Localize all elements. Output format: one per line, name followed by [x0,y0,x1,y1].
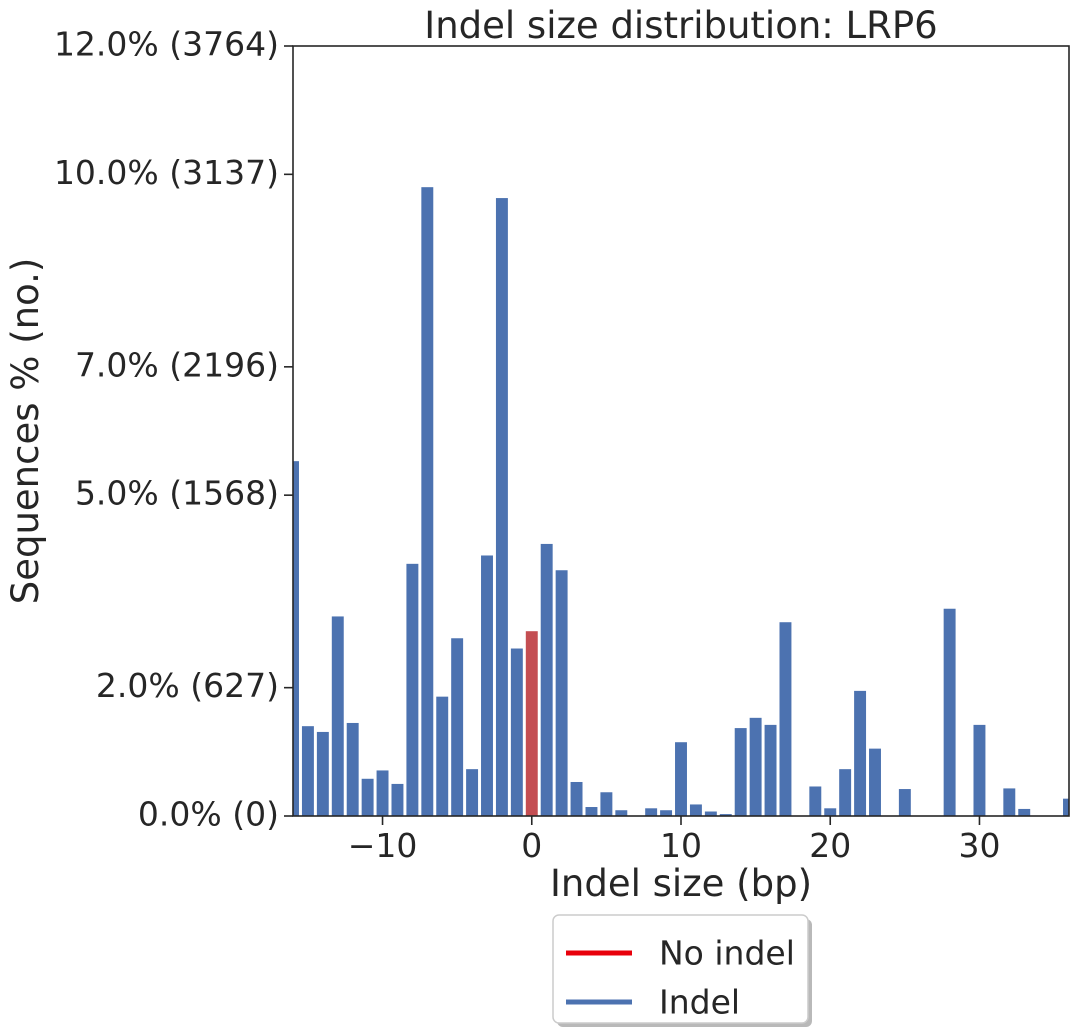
bar-indel [734,728,747,816]
bar-indel [854,690,867,816]
bar-no-indel [525,631,538,816]
bar-indel [764,724,777,816]
legend-box [552,914,809,1024]
bar-indel [585,807,598,816]
y-axis-ticks: 0.0% (0) 2.0% (627) 5.0% (1568) 7.0% (2196)… [54,25,293,834]
plot-frame [292,45,1070,817]
bar-indel [600,792,613,816]
x-axis-label: Indel size (bp) [550,862,812,905]
bar-indel [361,778,374,816]
chart-title: Indel size distribution: LRP6 [424,4,937,47]
y-tick-label: 7.0% (2196) [75,345,279,384]
bar-indel [973,724,986,816]
bar-indel [749,717,762,816]
bar-indel [1003,788,1016,816]
y-tick-label: 2.0% (627) [96,666,279,705]
bar-indel [293,461,299,816]
bar-indel [660,810,673,816]
bar-indel [689,804,702,816]
y-axis-label: Sequences % (no.) [4,258,47,605]
bar-indel [481,555,493,816]
y-tick-label: 0.0% (0) [138,795,279,834]
bar-indel [510,648,523,816]
bar-indel [869,748,881,816]
bar-indel [540,543,553,816]
x-tick-label: 0 [521,826,542,865]
bar-indel [555,570,568,816]
bar-indel [824,808,837,816]
bar-indel [466,769,479,816]
bar-indel [839,769,852,816]
bar-indel [675,742,687,816]
bars [293,187,1069,816]
legend: No indel Indel [552,914,812,1027]
bar-indel [615,810,628,816]
bar-indel [436,696,449,816]
bar-indel [1018,808,1031,816]
x-tick-label: 20 [809,826,851,865]
y-tick-label: 5.0% (1568) [75,474,279,513]
bar-indel [495,198,508,816]
bar-indel [406,563,419,816]
x-tick-label: 10 [660,826,702,865]
bar-indel [779,622,792,816]
bar-indel [898,789,911,816]
bar-indel [421,187,434,816]
bar-indel [719,814,732,816]
y-tick-label: 12.0% (3764) [54,25,279,64]
x-axis-ticks: −10 0 10 20 30 [348,816,1000,865]
x-tick-label: −10 [348,826,418,865]
y-tick-label: 10.0% (3137) [54,153,279,192]
bar-indel [809,786,822,816]
bar-indel [346,722,359,816]
bar-indel [376,770,389,816]
bar-indel [301,726,314,816]
bar-indel [645,808,658,816]
bar-indel [391,783,404,816]
bar-indel [451,638,464,816]
bar-indel [570,781,583,816]
bar-indel [704,811,717,816]
legend-label-indel: Indel [659,983,740,1022]
bar-indel [316,731,329,816]
bar-indel [1063,798,1069,816]
bar-indel [331,616,344,816]
x-tick-label: 30 [958,826,1000,865]
bar-indel [943,608,956,816]
legend-label-no-indel: No indel [659,934,795,973]
